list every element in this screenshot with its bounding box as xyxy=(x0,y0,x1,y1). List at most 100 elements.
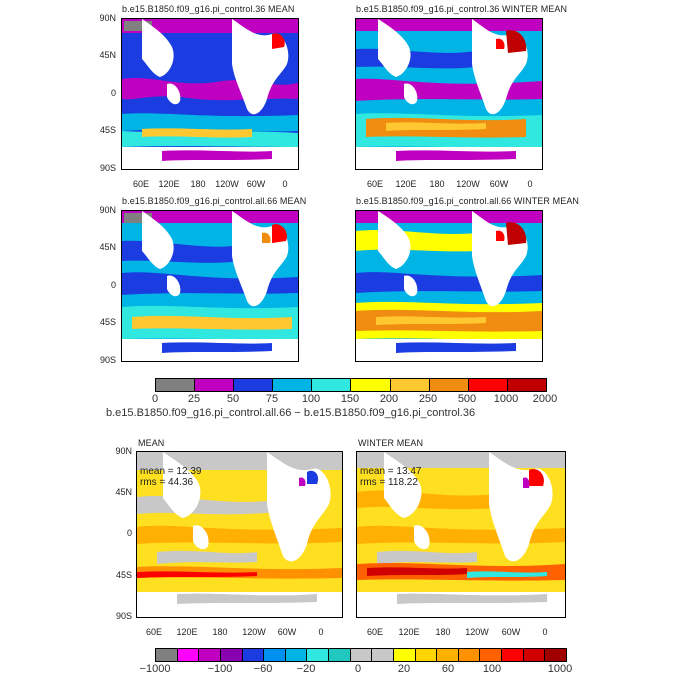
colorbar-label: 100 xyxy=(301,393,321,405)
colorbar-label: 2000 xyxy=(532,393,558,405)
colorbar-difference xyxy=(155,648,567,662)
colorbar-swatch xyxy=(273,379,313,391)
x-tick: 180 xyxy=(429,179,445,189)
colorbar-label: 1000 xyxy=(493,393,519,405)
map-field xyxy=(137,452,342,617)
x-tick: 120E xyxy=(398,627,420,637)
x-tick: 0 xyxy=(527,179,533,189)
map-diff-winter xyxy=(356,451,566,618)
map-diff-mean xyxy=(136,451,343,618)
stat-mean: mean = 13.47 xyxy=(360,466,422,477)
y-tick: 0 xyxy=(110,88,116,98)
x-tick: 60E xyxy=(145,627,162,637)
colorbar-swatch xyxy=(502,649,524,661)
y-tick: 45N xyxy=(115,487,132,497)
x-tick: 60W xyxy=(246,179,266,189)
panel-title: MEAN xyxy=(138,438,165,448)
colorbar-swatch xyxy=(545,649,566,661)
y-tick: 45S xyxy=(99,317,116,327)
colorbar-label: 20 xyxy=(397,663,411,675)
colorbar-label: 150 xyxy=(340,393,360,405)
colorbar-swatch xyxy=(199,649,221,661)
colorbar-absolute xyxy=(155,378,547,392)
colorbar-label: 25 xyxy=(187,393,201,405)
y-tick: 45N xyxy=(99,242,116,252)
colorbar-swatch xyxy=(350,649,373,661)
colorbar-swatch xyxy=(156,649,178,661)
colorbar-swatch xyxy=(393,649,416,661)
colorbar-swatch xyxy=(329,649,351,661)
colorbar-label: 500 xyxy=(457,393,477,405)
x-tick: 120W xyxy=(465,627,489,637)
x-tick: 180 xyxy=(190,179,206,189)
x-tick: 120E xyxy=(395,179,417,189)
x-tick: 180 xyxy=(212,627,228,637)
stat-mean: mean = 12.39 xyxy=(140,466,202,477)
map-field xyxy=(122,211,298,361)
colorbar-swatch xyxy=(507,379,546,391)
x-tick: 120E xyxy=(176,627,198,637)
colorbar-swatch xyxy=(429,379,469,391)
y-tick: 90N xyxy=(115,446,132,456)
panel-title: b.e15.B1850.f09_g16.pi_control.36 WINTER… xyxy=(356,4,568,14)
y-tick: 90N xyxy=(99,205,116,215)
x-tick: 60E xyxy=(132,179,149,189)
map-all66-winter xyxy=(355,210,543,362)
colorbar-swatch xyxy=(312,379,352,391)
map-all66-mean xyxy=(121,210,299,362)
panel-title: b.e15.B1850.f09_g16.pi_control.all.66 ME… xyxy=(122,196,307,206)
map-field xyxy=(357,452,565,617)
colorbar-swatch xyxy=(415,649,438,661)
map-control36-mean xyxy=(121,18,299,170)
x-tick: 60E xyxy=(366,627,383,637)
colorbar-swatch xyxy=(372,649,394,661)
y-tick: 90N xyxy=(99,13,116,23)
x-tick: 60W xyxy=(277,627,297,637)
y-tick: 45S xyxy=(115,570,132,580)
colorbar-label: 0 xyxy=(354,663,362,675)
x-tick: 180 xyxy=(435,627,451,637)
colorbar-swatch xyxy=(264,649,286,661)
colorbar-swatch xyxy=(220,649,243,661)
x-tick: 120W xyxy=(456,179,480,189)
colorbar-swatch xyxy=(177,649,200,661)
colorbar-swatch xyxy=(468,379,508,391)
stat-rms: rms = 44.36 xyxy=(140,477,194,488)
x-tick: 0 xyxy=(542,627,548,637)
x-tick: 0 xyxy=(282,179,288,189)
colorbar-swatch xyxy=(480,649,502,661)
colorbar-swatch xyxy=(351,379,391,391)
colorbar-label: 50 xyxy=(226,393,240,405)
y-tick: 0 xyxy=(126,528,132,538)
x-tick: 60W xyxy=(489,179,509,189)
x-tick: 60W xyxy=(501,627,521,637)
colorbar-swatch xyxy=(242,649,265,661)
x-tick: 0 xyxy=(318,627,324,637)
colorbar-swatch xyxy=(523,649,546,661)
panel-title: b.e15.B1850.f09_g16.pi_control.all.66 WI… xyxy=(356,196,580,206)
y-tick: 90S xyxy=(99,163,116,173)
colorbar-swatch xyxy=(156,379,196,391)
panel-title: b.e15.B1850.f09_g16.pi_control.36 MEAN xyxy=(122,4,295,14)
y-tick: 0 xyxy=(110,280,116,290)
colorbar-swatch xyxy=(458,649,481,661)
colorbar-label: 60 xyxy=(441,663,455,675)
colorbar-label: 250 xyxy=(418,393,438,405)
map-field xyxy=(356,211,542,361)
colorbar-label: −60 xyxy=(253,663,273,675)
colorbar-label: 75 xyxy=(265,393,279,405)
colorbar-label: 1000 xyxy=(547,663,573,675)
colorbar-label: 0 xyxy=(151,393,159,405)
colorbar-swatch xyxy=(234,379,274,391)
y-tick: 90S xyxy=(99,355,116,365)
y-tick: 45S xyxy=(99,125,116,135)
x-tick: 120E xyxy=(158,179,180,189)
map-field xyxy=(122,19,298,169)
map-control36-winter xyxy=(355,18,543,170)
difference-title: b.e15.B1850.f09_g16.pi_control.all.66 − … xyxy=(106,407,476,419)
colorbar-swatch xyxy=(390,379,430,391)
colorbar-swatch xyxy=(285,649,308,661)
map-field xyxy=(356,19,542,169)
x-tick: 60E xyxy=(366,179,383,189)
colorbar-label: 100 xyxy=(482,663,502,675)
